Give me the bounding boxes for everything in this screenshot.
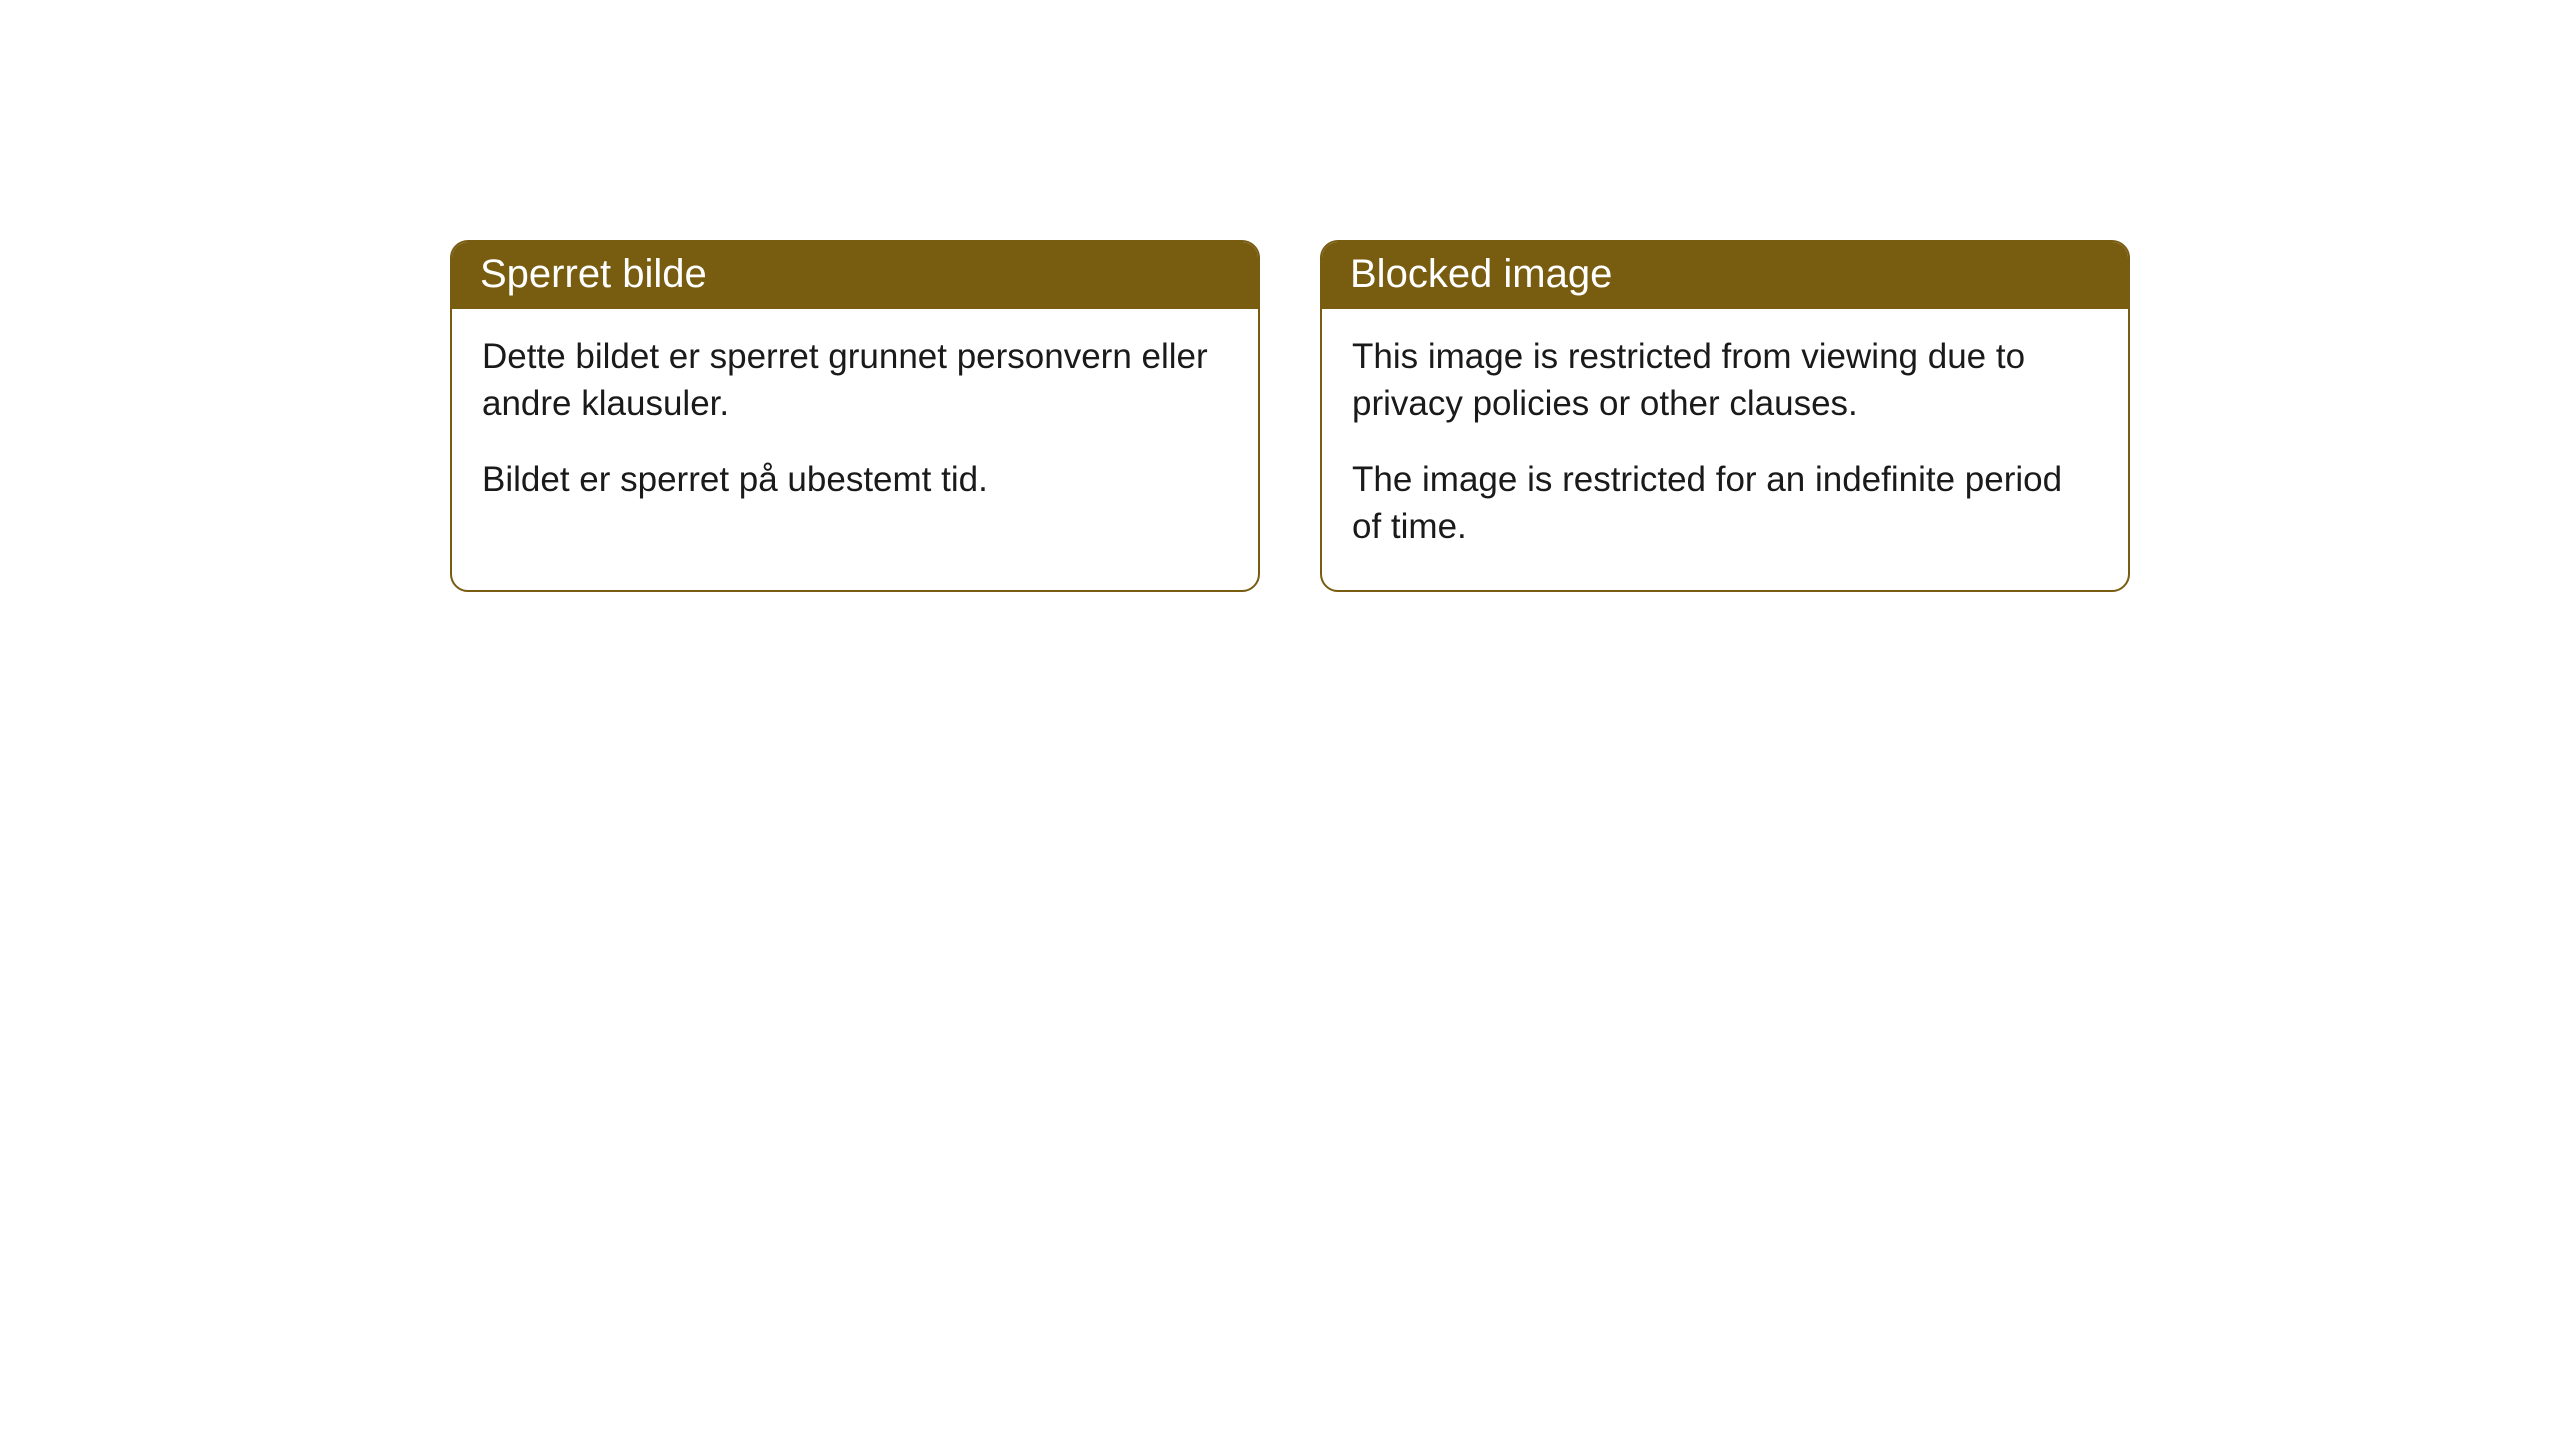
notice-card-norwegian: Sperret bilde Dette bildet er sperret gr… — [450, 240, 1260, 592]
card-paragraph-1: This image is restricted from viewing du… — [1352, 333, 2098, 428]
notice-card-english: Blocked image This image is restricted f… — [1320, 240, 2130, 592]
card-title: Sperret bilde — [452, 242, 1258, 309]
card-title: Blocked image — [1322, 242, 2128, 309]
card-body: Dette bildet er sperret grunnet personve… — [452, 309, 1258, 543]
card-body: This image is restricted from viewing du… — [1322, 309, 2128, 590]
card-paragraph-2: Bildet er sperret på ubestemt tid. — [482, 456, 1228, 503]
notice-cards-container: Sperret bilde Dette bildet er sperret gr… — [0, 0, 2560, 592]
card-paragraph-1: Dette bildet er sperret grunnet personve… — [482, 333, 1228, 428]
card-paragraph-2: The image is restricted for an indefinit… — [1352, 456, 2098, 551]
